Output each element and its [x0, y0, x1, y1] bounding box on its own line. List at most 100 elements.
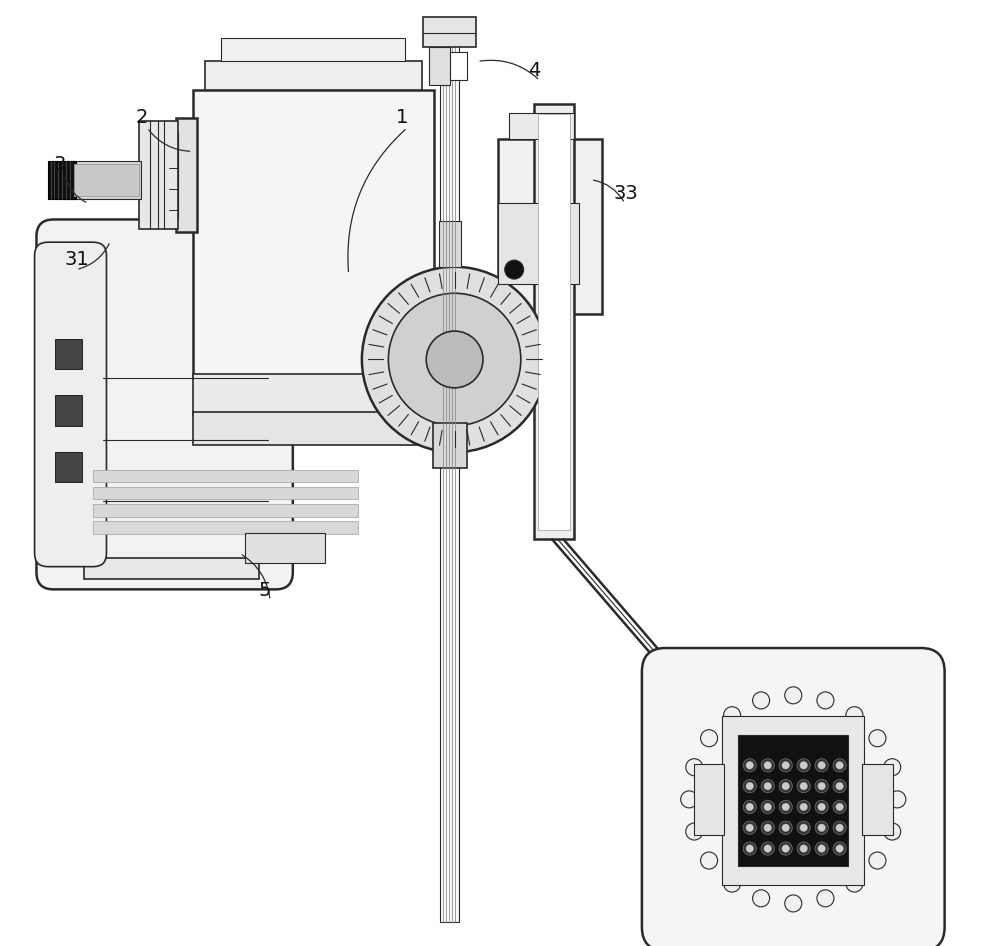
Bar [429, 47, 450, 85]
Circle shape [746, 824, 754, 832]
Bar [55, 452, 82, 482]
Bar [93, 487, 358, 499]
Circle shape [884, 759, 901, 776]
Circle shape [815, 780, 828, 793]
Circle shape [836, 845, 843, 852]
Circle shape [746, 845, 754, 852]
Circle shape [815, 800, 828, 814]
Circle shape [782, 782, 789, 790]
Circle shape [889, 791, 906, 808]
Circle shape [686, 759, 703, 776]
Circle shape [724, 707, 741, 724]
Bar [722, 716, 864, 885]
Circle shape [800, 845, 807, 852]
Circle shape [800, 762, 807, 769]
Circle shape [764, 824, 772, 832]
Circle shape [782, 803, 789, 811]
Circle shape [785, 687, 802, 704]
Text: 1: 1 [396, 108, 408, 127]
Circle shape [800, 782, 807, 790]
Circle shape [797, 780, 810, 793]
Circle shape [743, 821, 756, 834]
Bar [93, 470, 358, 482]
Circle shape [724, 875, 741, 892]
Circle shape [817, 890, 834, 907]
Circle shape [362, 267, 547, 452]
Circle shape [782, 762, 789, 769]
Bar [55, 395, 82, 426]
Circle shape [779, 842, 792, 855]
Bar [678, 710, 714, 738]
FancyBboxPatch shape [35, 242, 106, 567]
Bar [538, 114, 570, 530]
Bar [498, 203, 579, 284]
Bar [193, 374, 434, 416]
Bar [48, 161, 76, 199]
Circle shape [833, 780, 846, 793]
Circle shape [779, 821, 792, 834]
Circle shape [753, 890, 770, 907]
Circle shape [818, 782, 825, 790]
Circle shape [782, 845, 789, 852]
Circle shape [836, 782, 843, 790]
Circle shape [681, 791, 698, 808]
Circle shape [836, 803, 843, 811]
Circle shape [505, 260, 524, 279]
Circle shape [869, 729, 886, 746]
Circle shape [761, 821, 774, 834]
Bar [205, 61, 422, 90]
Circle shape [743, 759, 756, 772]
FancyBboxPatch shape [36, 219, 293, 589]
Circle shape [817, 692, 834, 709]
Circle shape [743, 780, 756, 793]
Circle shape [815, 842, 828, 855]
Circle shape [761, 759, 774, 772]
Circle shape [833, 842, 846, 855]
Circle shape [764, 782, 772, 790]
Text: 4: 4 [528, 61, 541, 79]
Circle shape [761, 800, 774, 814]
Bar [93, 504, 358, 517]
Bar [509, 113, 574, 139]
Circle shape [884, 823, 901, 840]
Circle shape [815, 759, 828, 772]
Circle shape [779, 780, 792, 793]
Circle shape [746, 803, 754, 811]
Text: 5: 5 [259, 581, 271, 600]
Bar [694, 764, 724, 835]
Circle shape [779, 800, 792, 814]
Bar [63, 161, 141, 199]
Circle shape [743, 842, 756, 855]
Circle shape [833, 759, 846, 772]
Bar [433, 423, 467, 468]
Circle shape [753, 692, 770, 709]
Bar [74, 164, 139, 196]
Text: 2: 2 [136, 108, 148, 127]
Circle shape [846, 707, 863, 724]
Bar [55, 339, 82, 369]
Circle shape [764, 803, 772, 811]
Bar [862, 764, 893, 835]
Circle shape [764, 845, 772, 852]
Circle shape [846, 875, 863, 892]
Circle shape [800, 824, 807, 832]
Circle shape [833, 800, 846, 814]
Circle shape [743, 800, 756, 814]
Circle shape [761, 842, 774, 855]
FancyBboxPatch shape [642, 648, 945, 946]
Circle shape [764, 762, 772, 769]
Bar [498, 139, 602, 314]
Circle shape [761, 780, 774, 793]
Circle shape [836, 762, 843, 769]
Bar [193, 90, 434, 378]
Bar [450, 52, 467, 80]
Bar [738, 735, 848, 866]
Circle shape [686, 823, 703, 840]
Circle shape [746, 762, 754, 769]
Bar [176, 118, 197, 232]
Circle shape [701, 729, 718, 746]
Circle shape [869, 852, 886, 869]
Bar [193, 412, 457, 445]
Circle shape [779, 759, 792, 772]
Bar [440, 33, 459, 922]
